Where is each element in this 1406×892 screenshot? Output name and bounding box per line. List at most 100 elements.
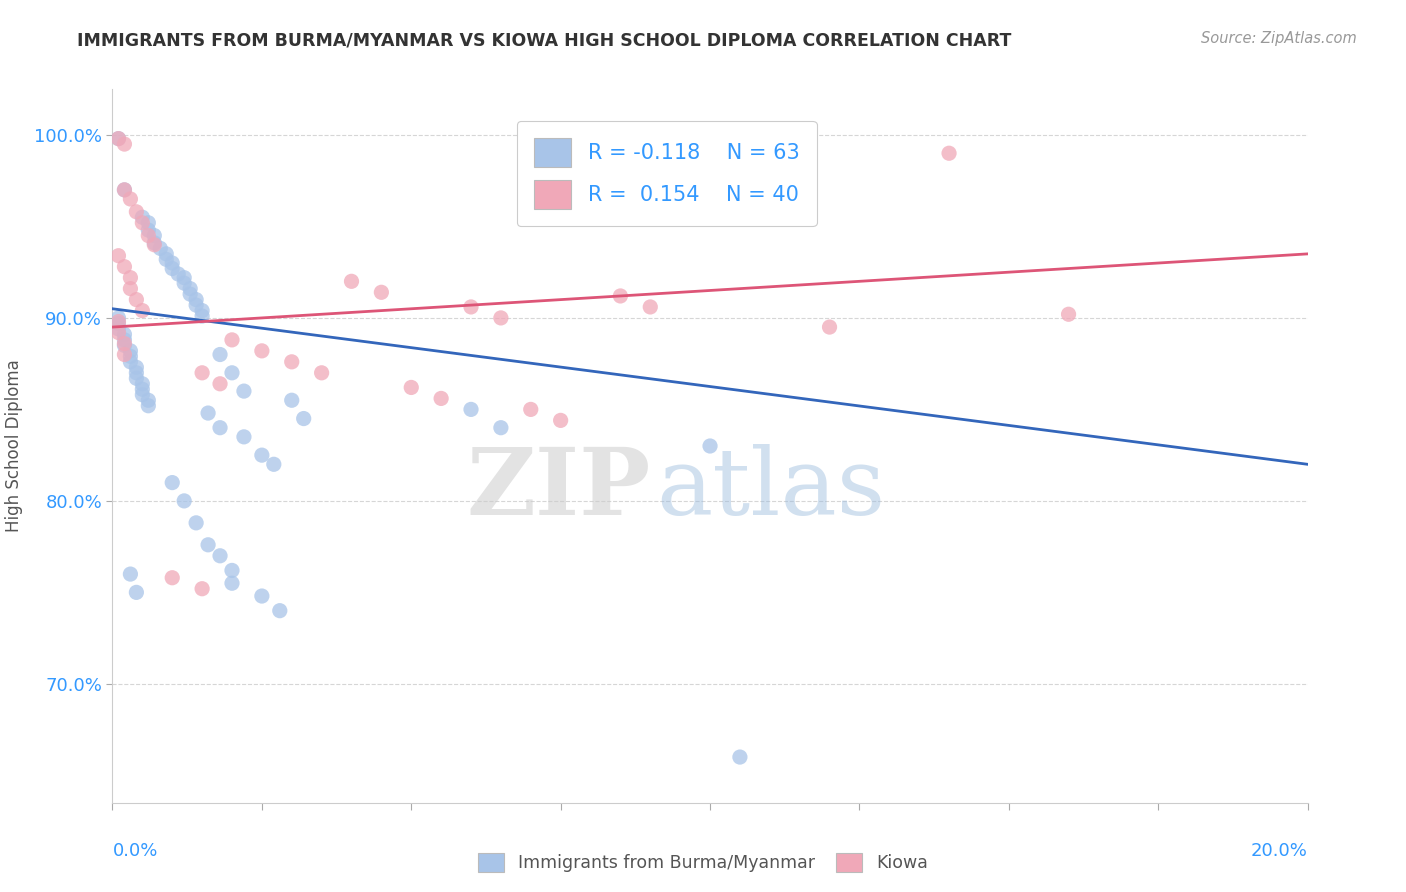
Point (221, 563, 243, 577)
Point (143, 235, 166, 250)
Point (125, 293, 148, 307)
Point (250, 589, 273, 603)
Point (263, 458, 285, 472)
Point (131, 388, 153, 402)
Point (107, 322, 129, 336)
Text: ZIP: ZIP (465, 444, 651, 533)
Point (311, 366, 333, 380)
Point (460, 300, 482, 314)
Point (162, 256, 183, 270)
Point (179, 282, 201, 296)
Point (162, 261, 183, 276)
Point (401, 380, 423, 394)
Point (1057, 307, 1080, 321)
Point (250, 448, 273, 462)
Point (143, 237, 166, 252)
Point (818, 320, 841, 334)
Point (107, 317, 129, 331)
Point (191, 303, 214, 318)
Point (250, 343, 273, 358)
Point (292, 411, 315, 425)
Point (191, 309, 214, 323)
Point (125, 585, 148, 599)
Text: IMMIGRANTS FROM BURMA/MYANMAR VS KIOWA HIGH SCHOOL DIPLOMA CORRELATION CHART: IMMIGRANTS FROM BURMA/MYANMAR VS KIOWA H… (77, 31, 1012, 49)
Point (162, 571, 183, 585)
Point (460, 402, 482, 417)
Text: 20.0%: 20.0% (1251, 842, 1308, 860)
Point (233, 430, 256, 444)
Point (191, 582, 214, 596)
Point (114, 183, 135, 197)
Point (550, 413, 572, 427)
Point (221, 333, 243, 347)
Point (131, 376, 153, 391)
Point (107, 315, 129, 329)
Point (125, 360, 148, 375)
Text: Source: ZipAtlas.com: Source: ZipAtlas.com (1201, 31, 1357, 46)
Point (155, 252, 177, 267)
Point (186, 293, 208, 307)
Text: atlas: atlas (657, 444, 886, 533)
Point (114, 338, 135, 352)
Point (107, 326, 129, 340)
Point (728, 750, 751, 764)
Point (138, 393, 160, 408)
Point (699, 439, 721, 453)
Point (114, 336, 135, 351)
Point (209, 420, 232, 434)
Point (131, 211, 153, 225)
Point (197, 406, 219, 420)
Point (221, 576, 243, 591)
Point (155, 247, 177, 261)
Legend: R = -0.118    N = 63, R =  0.154    N = 40: R = -0.118 N = 63, R = 0.154 N = 40 (517, 121, 817, 226)
Point (125, 371, 148, 385)
Point (269, 604, 291, 618)
Point (107, 131, 129, 145)
Point (173, 494, 195, 508)
Point (191, 366, 214, 380)
Text: 0.0%: 0.0% (112, 842, 157, 860)
Point (186, 298, 208, 312)
Point (131, 303, 153, 318)
Point (120, 343, 142, 358)
Point (209, 376, 232, 391)
Point (430, 392, 453, 406)
Point (149, 241, 172, 255)
Point (143, 228, 166, 243)
Y-axis label: High School Diploma: High School Diploma (6, 359, 22, 533)
Point (209, 347, 232, 361)
Point (131, 216, 153, 230)
Point (520, 402, 543, 417)
Point (138, 223, 160, 237)
Point (120, 192, 142, 206)
Point (114, 183, 135, 197)
Point (179, 287, 201, 301)
Point (186, 516, 208, 530)
Point (114, 260, 135, 274)
Point (609, 289, 631, 303)
Point (138, 216, 160, 230)
Point (107, 310, 129, 325)
Point (370, 285, 392, 300)
Point (125, 366, 148, 380)
Point (120, 355, 142, 369)
Legend: Immigrants from Burma/Myanmar, Kiowa: Immigrants from Burma/Myanmar, Kiowa (471, 846, 935, 879)
Point (120, 349, 142, 363)
Point (281, 393, 304, 408)
Point (233, 384, 256, 398)
Point (120, 282, 142, 296)
Point (107, 131, 129, 145)
Point (120, 270, 142, 285)
Point (489, 310, 512, 325)
Point (167, 267, 190, 281)
Point (138, 228, 160, 243)
Point (162, 475, 183, 490)
Point (489, 420, 512, 434)
Point (579, 137, 602, 152)
Point (173, 270, 195, 285)
Point (125, 204, 148, 219)
Point (938, 146, 960, 161)
Point (114, 333, 135, 347)
Point (114, 137, 135, 152)
Point (209, 549, 232, 563)
